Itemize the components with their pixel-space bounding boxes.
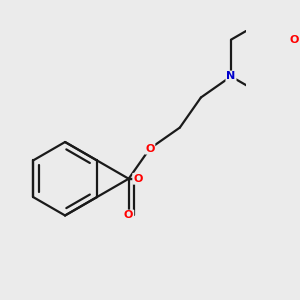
Text: O: O (124, 211, 134, 220)
Text: O: O (133, 174, 142, 184)
Text: O: O (145, 144, 154, 154)
Text: N: N (226, 71, 236, 81)
Text: O: O (290, 35, 299, 45)
